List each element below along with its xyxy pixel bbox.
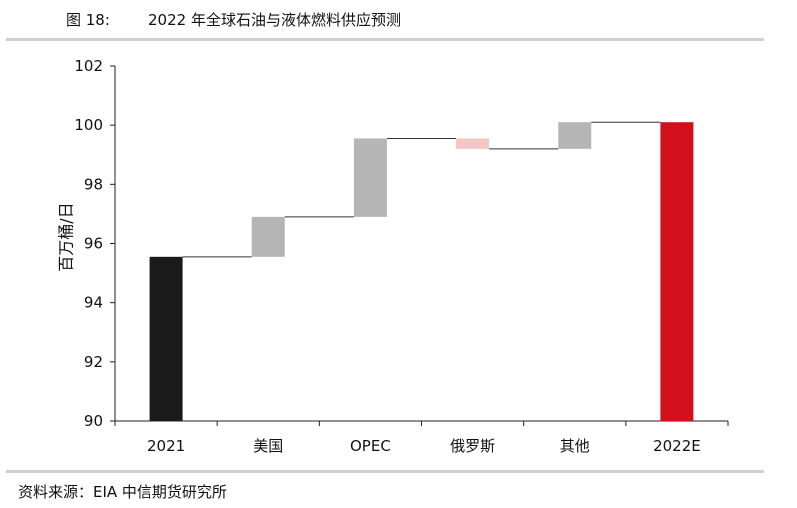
top-rule [6, 38, 764, 41]
bar-3 [353, 138, 387, 217]
x-tick-label-3: OPEC [350, 437, 391, 455]
x-tick-label-4: 俄罗斯 [450, 437, 495, 455]
figure-title: 2022 年全球石油与液体燃料供应预测 [148, 11, 401, 29]
bottom-rule [6, 470, 764, 473]
bar-6 [660, 122, 694, 421]
y-tick-label-98: 98 [84, 175, 103, 193]
bar-1 [149, 256, 183, 421]
y-axis-label: 百万桶/日 [56, 202, 76, 272]
waterfall-chart: 90 92 94 96 98 100 102 2021 美国 OPEC 俄罗斯 其他 2022E [74, 57, 729, 455]
figure-label: 图 18: [66, 11, 110, 29]
bar-2 [251, 216, 285, 257]
x-tick-label-5: 其他 [560, 437, 590, 455]
bar-5 [558, 122, 592, 149]
y-tick-label-96: 96 [84, 235, 103, 253]
y-tick-label-92: 92 [84, 353, 103, 371]
y-tick-label-94: 94 [84, 294, 103, 312]
y-tick-label-90: 90 [84, 412, 103, 430]
y-tick-label-102: 102 [74, 57, 103, 75]
figure-header: 图 18: 2022 年全球石油与液体燃料供应预测 [0, 0, 797, 36]
y-tick-label-100: 100 [74, 116, 103, 134]
x-tick-label-6: 2022E [653, 437, 701, 455]
source-note: 资料来源：EIA 中信期货研究所 [18, 483, 227, 501]
x-tick-label-2: 美国 [253, 437, 283, 455]
x-tick-label-1: 2021 [147, 437, 185, 455]
bar-4 [456, 138, 490, 149]
